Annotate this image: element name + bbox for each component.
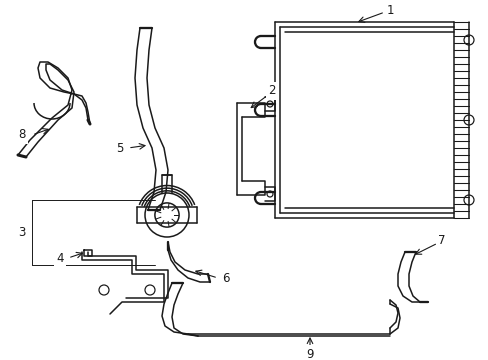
Text: 8: 8 [18, 129, 26, 141]
Text: 3: 3 [18, 226, 26, 239]
Text: 1: 1 [386, 4, 393, 17]
Text: 6: 6 [222, 271, 229, 284]
Text: 7: 7 [437, 234, 445, 247]
Text: 5: 5 [116, 141, 123, 154]
Text: 4: 4 [56, 252, 63, 265]
Text: 2: 2 [268, 85, 275, 98]
Text: 9: 9 [305, 347, 313, 360]
